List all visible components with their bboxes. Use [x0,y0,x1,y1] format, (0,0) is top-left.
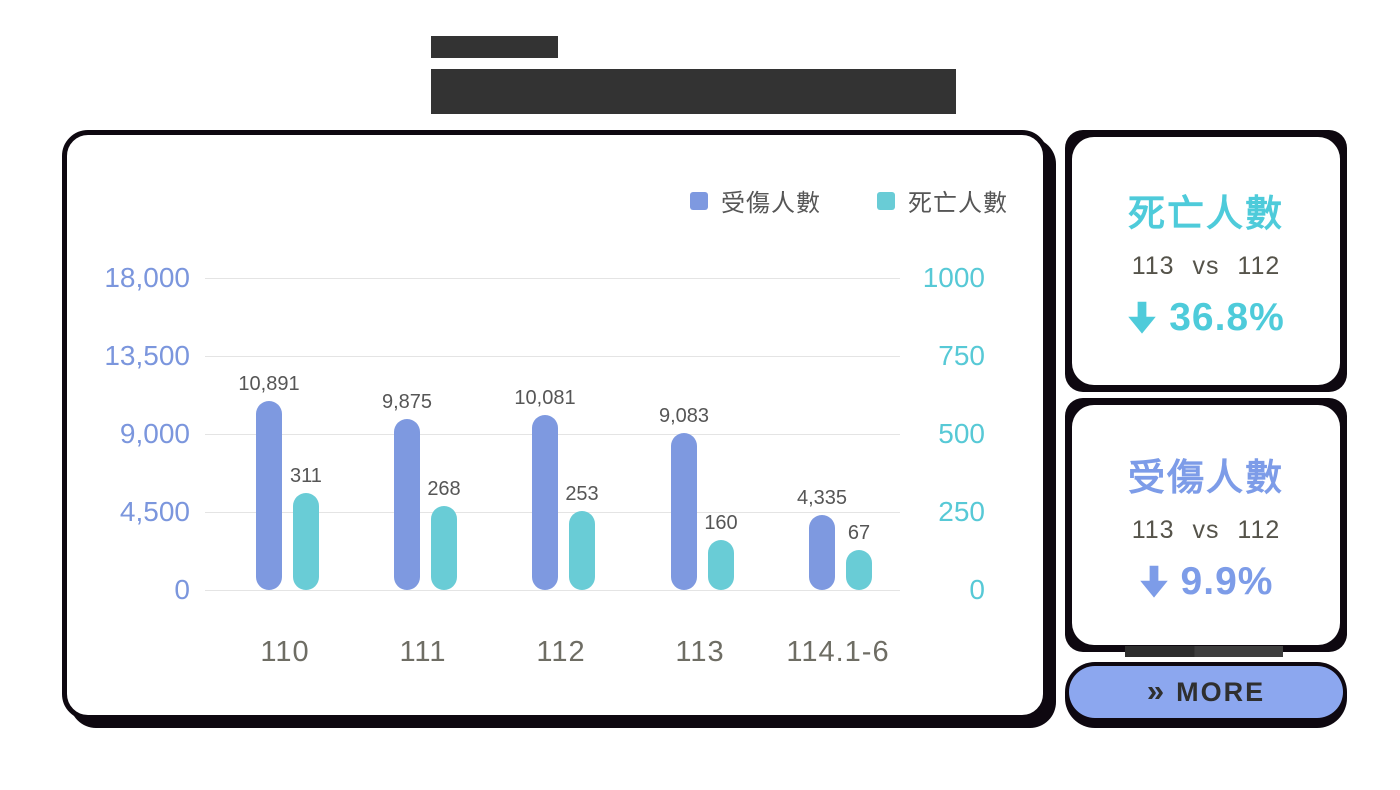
bar-value-label: 268 [427,478,461,501]
legend-swatch-icon [690,191,708,210]
y-axis-tick-right: 500 [938,418,985,449]
card-injuries: 受傷人數 113 vs 112 9.9% [1065,398,1347,652]
x-axis-label: 114.1-6 [786,636,890,668]
bar-value-label: 10,081 [514,387,576,410]
bar-value-label: 253 [565,483,599,506]
bar-value-label: 160 [704,512,738,535]
x-axis-label: 111 [399,636,447,668]
more-button-frame: » MORE [1065,662,1347,728]
bar-value-label: 9,875 [381,390,433,413]
bar-injured [394,418,420,590]
card-deaths: 死亡人數 113 vs 112 36.8% [1065,130,1347,392]
bar-injured [256,401,282,590]
legend-swatch-icon [877,191,895,210]
bar-value-label: 4,335 [796,486,848,509]
y-axis-tick-left: 13,500 [104,340,190,371]
legend-item: 受傷人數 [690,183,821,218]
y-axis-tick-left: 4,500 [119,496,190,527]
bar-injured [809,514,835,590]
bar-value-label: 10,891 [238,373,300,396]
more-button[interactable]: » MORE [1069,666,1343,718]
y-axis-tick-right: 1000 [922,262,985,293]
legend-item: 死亡人數 [877,183,1008,218]
down-arrow-icon [1139,565,1168,598]
y-axis-tick-left: 9,000 [119,418,190,449]
bar-value-label: 9,083 [658,404,710,427]
card-injuries-change: 9.9% [1180,559,1274,603]
bar-deaths [431,506,457,590]
bar-injured [671,432,697,590]
x-axis-label: 113 [675,636,725,668]
y-axis-tick-right: 0 [969,574,985,605]
y-axis-tick-right: 250 [938,496,985,527]
y-axis-tick-left: 0 [174,574,190,605]
header-tab-block [431,36,558,58]
bar-value-label: 311 [290,464,322,487]
bar-value-label: 67 [847,522,871,544]
bar-deaths [708,540,734,590]
double-chevron-icon: » [1146,672,1165,708]
card-injuries-title: 受傷人數 [1128,456,1284,498]
card-injuries-subtitle: 113 vs 112 [1131,515,1281,544]
bar-injured [532,415,558,590]
header-title-block [431,69,956,114]
y-axis-tick-left: 18,000 [104,262,190,293]
down-arrow-icon [1128,301,1156,334]
chart-panel: 受傷人數 死亡人數 18,000 1000 13,500 750 9,000 500 4,50… [62,130,1048,720]
chart-legend: 受傷人數 死亡人數 [690,183,1008,218]
bar-deaths [846,550,872,590]
x-axis-label: 110 [260,636,310,668]
gridline [205,356,900,357]
bar-deaths [293,492,319,590]
bar-chart: 受傷人數 死亡人數 18,000 1000 13,500 750 9,000 500 4,50… [67,135,1043,715]
gridline [205,278,900,279]
x-axis-label: 112 [536,636,586,668]
legend-label: 死亡人數 [908,190,1008,217]
shelf-bar [1125,646,1283,657]
bar-deaths [569,511,595,590]
card-deaths-subtitle: 113 vs 112 [1131,251,1281,280]
card-deaths-change: 36.8% [1169,295,1285,339]
gridline [205,590,900,591]
more-button-label: MORE [1176,676,1266,707]
legend-label: 受傷人數 [721,190,821,217]
y-axis-tick-right: 750 [938,340,985,371]
card-deaths-title: 死亡人數 [1128,192,1284,234]
